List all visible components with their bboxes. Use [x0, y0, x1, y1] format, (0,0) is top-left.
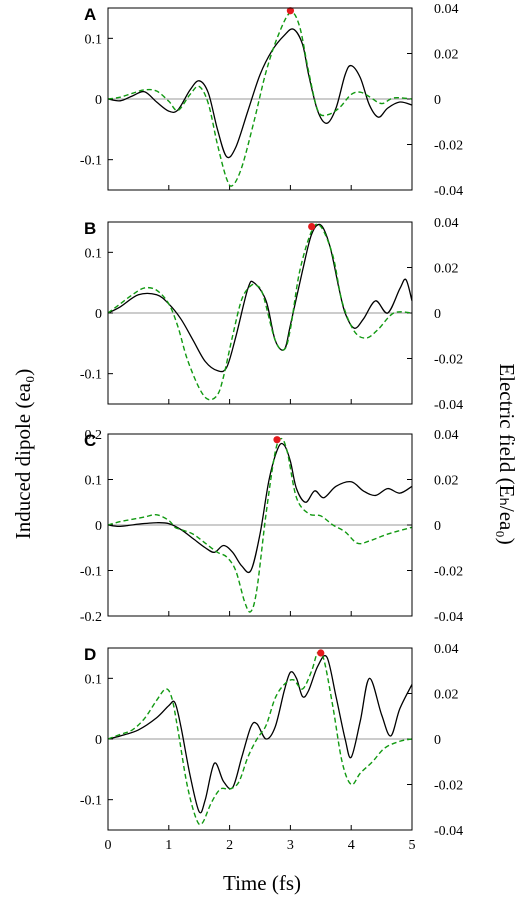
- y-tick-label-left: -0.1: [80, 565, 102, 580]
- y-tick-label-left: 0.1: [85, 474, 103, 489]
- panels: A 0.1 0 -0.1 0.04 0.02 0 -0.02 -0.04 B 0.1 0 -0.1 0.0…: [80, 2, 463, 853]
- y-tick-label-left: 0.1: [85, 246, 103, 261]
- y-tick-label-right: 0.04: [434, 642, 459, 657]
- y-tick-label-left: 0.2: [85, 428, 103, 443]
- electric-field-line: [107, 437, 413, 613]
- peak-marker: [308, 222, 316, 231]
- x-tick-label: 1: [165, 838, 172, 853]
- panel-c: C0.2 0.1 0 -0.1 -0.2 0.04 0.02 0 -0.02 -0.04: [80, 428, 463, 625]
- x-tick-label: 5: [409, 838, 416, 853]
- panel-label: A: [84, 5, 96, 24]
- peak-marker: [273, 436, 281, 444]
- panel-label: D: [84, 645, 96, 664]
- y-tick-label-left: -0.1: [80, 368, 102, 383]
- y-tick-label-right: 0: [434, 733, 441, 748]
- y-tick-label-right: -0.04: [434, 610, 463, 625]
- y-tick-label-right: 0.04: [434, 216, 459, 231]
- y-tick-label-right: -0.02: [434, 139, 463, 154]
- y-tick-label-right: 0: [434, 307, 441, 322]
- y-tick-label-left: 0: [95, 733, 102, 748]
- y-tick-label-right: -0.04: [434, 824, 463, 839]
- y-tick-label-right: -0.02: [434, 565, 463, 580]
- y-tick-label-right: 0.02: [434, 474, 459, 489]
- y-tick-label-left: 0.1: [85, 32, 103, 47]
- y-tick-label-right: -0.02: [434, 353, 463, 368]
- y-tick-label-right: -0.02: [434, 779, 463, 794]
- x-tick-label: 0: [105, 838, 112, 853]
- induced-dipole-line: [107, 442, 413, 574]
- electric-field-line: [107, 650, 413, 826]
- panel-a: A 0.1 0 -0.1 0.04 0.02 0 -0.02 -0.04: [80, 2, 463, 199]
- y-tick-label-left: -0.2: [80, 610, 102, 625]
- y-tick-label-left: -0.1: [80, 794, 102, 809]
- panel-label: B: [84, 219, 96, 238]
- peak-marker: [317, 649, 325, 657]
- y-tick-label-left: 0: [95, 93, 102, 108]
- y-tick-label-left: 0.1: [85, 672, 103, 687]
- y-tick-label-right: 0.02: [434, 48, 459, 63]
- electric-field-line: [107, 223, 413, 401]
- plot-frame: [107, 647, 413, 831]
- y-tick-label-right: 0: [434, 519, 441, 534]
- peak-marker: [286, 7, 294, 15]
- x-tick-label: 3: [287, 838, 294, 853]
- y-tick-label-left: 0: [95, 519, 102, 534]
- y-tick-label-right: -0.04: [434, 184, 463, 199]
- electric-field-line: [107, 11, 413, 187]
- y-axis-label-left: Induced dipole (ea₀): [11, 369, 35, 540]
- y-tick-label-right: 0.02: [434, 262, 459, 277]
- y-tick-label-right: -0.04: [434, 398, 463, 413]
- plot-frame: [107, 221, 413, 405]
- y-tick-label-right: 0: [434, 93, 441, 108]
- y-tick-label-right: 0.04: [434, 428, 459, 443]
- y-tick-label-left: 0: [95, 307, 102, 322]
- panel-label: C: [84, 431, 96, 450]
- y-tick-label-left: -0.1: [80, 154, 102, 169]
- panel-d: D 0.1 0 -0.1 0.04 0.02 0 -0.02 -0.04 0 1 2 3 4 5: [80, 642, 463, 853]
- induced-dipole-line: [107, 654, 413, 814]
- x-tick-label: 2: [226, 838, 233, 853]
- x-axis-label: Time (fs): [223, 871, 301, 895]
- y-tick-label-right: 0.04: [434, 2, 459, 17]
- y-tick-label-right: 0.02: [434, 688, 459, 703]
- induced-dipole-line: [107, 223, 413, 373]
- y-axis-label-right: Electric field (Eₕ/ea₀): [495, 363, 519, 544]
- panel-b: B 0.1 0 -0.1 0.04 0.02 0 -0.02 -0.04: [80, 216, 463, 413]
- plot-frame: [107, 7, 413, 191]
- plot-frame: [107, 433, 413, 617]
- x-tick-label: 4: [348, 838, 355, 853]
